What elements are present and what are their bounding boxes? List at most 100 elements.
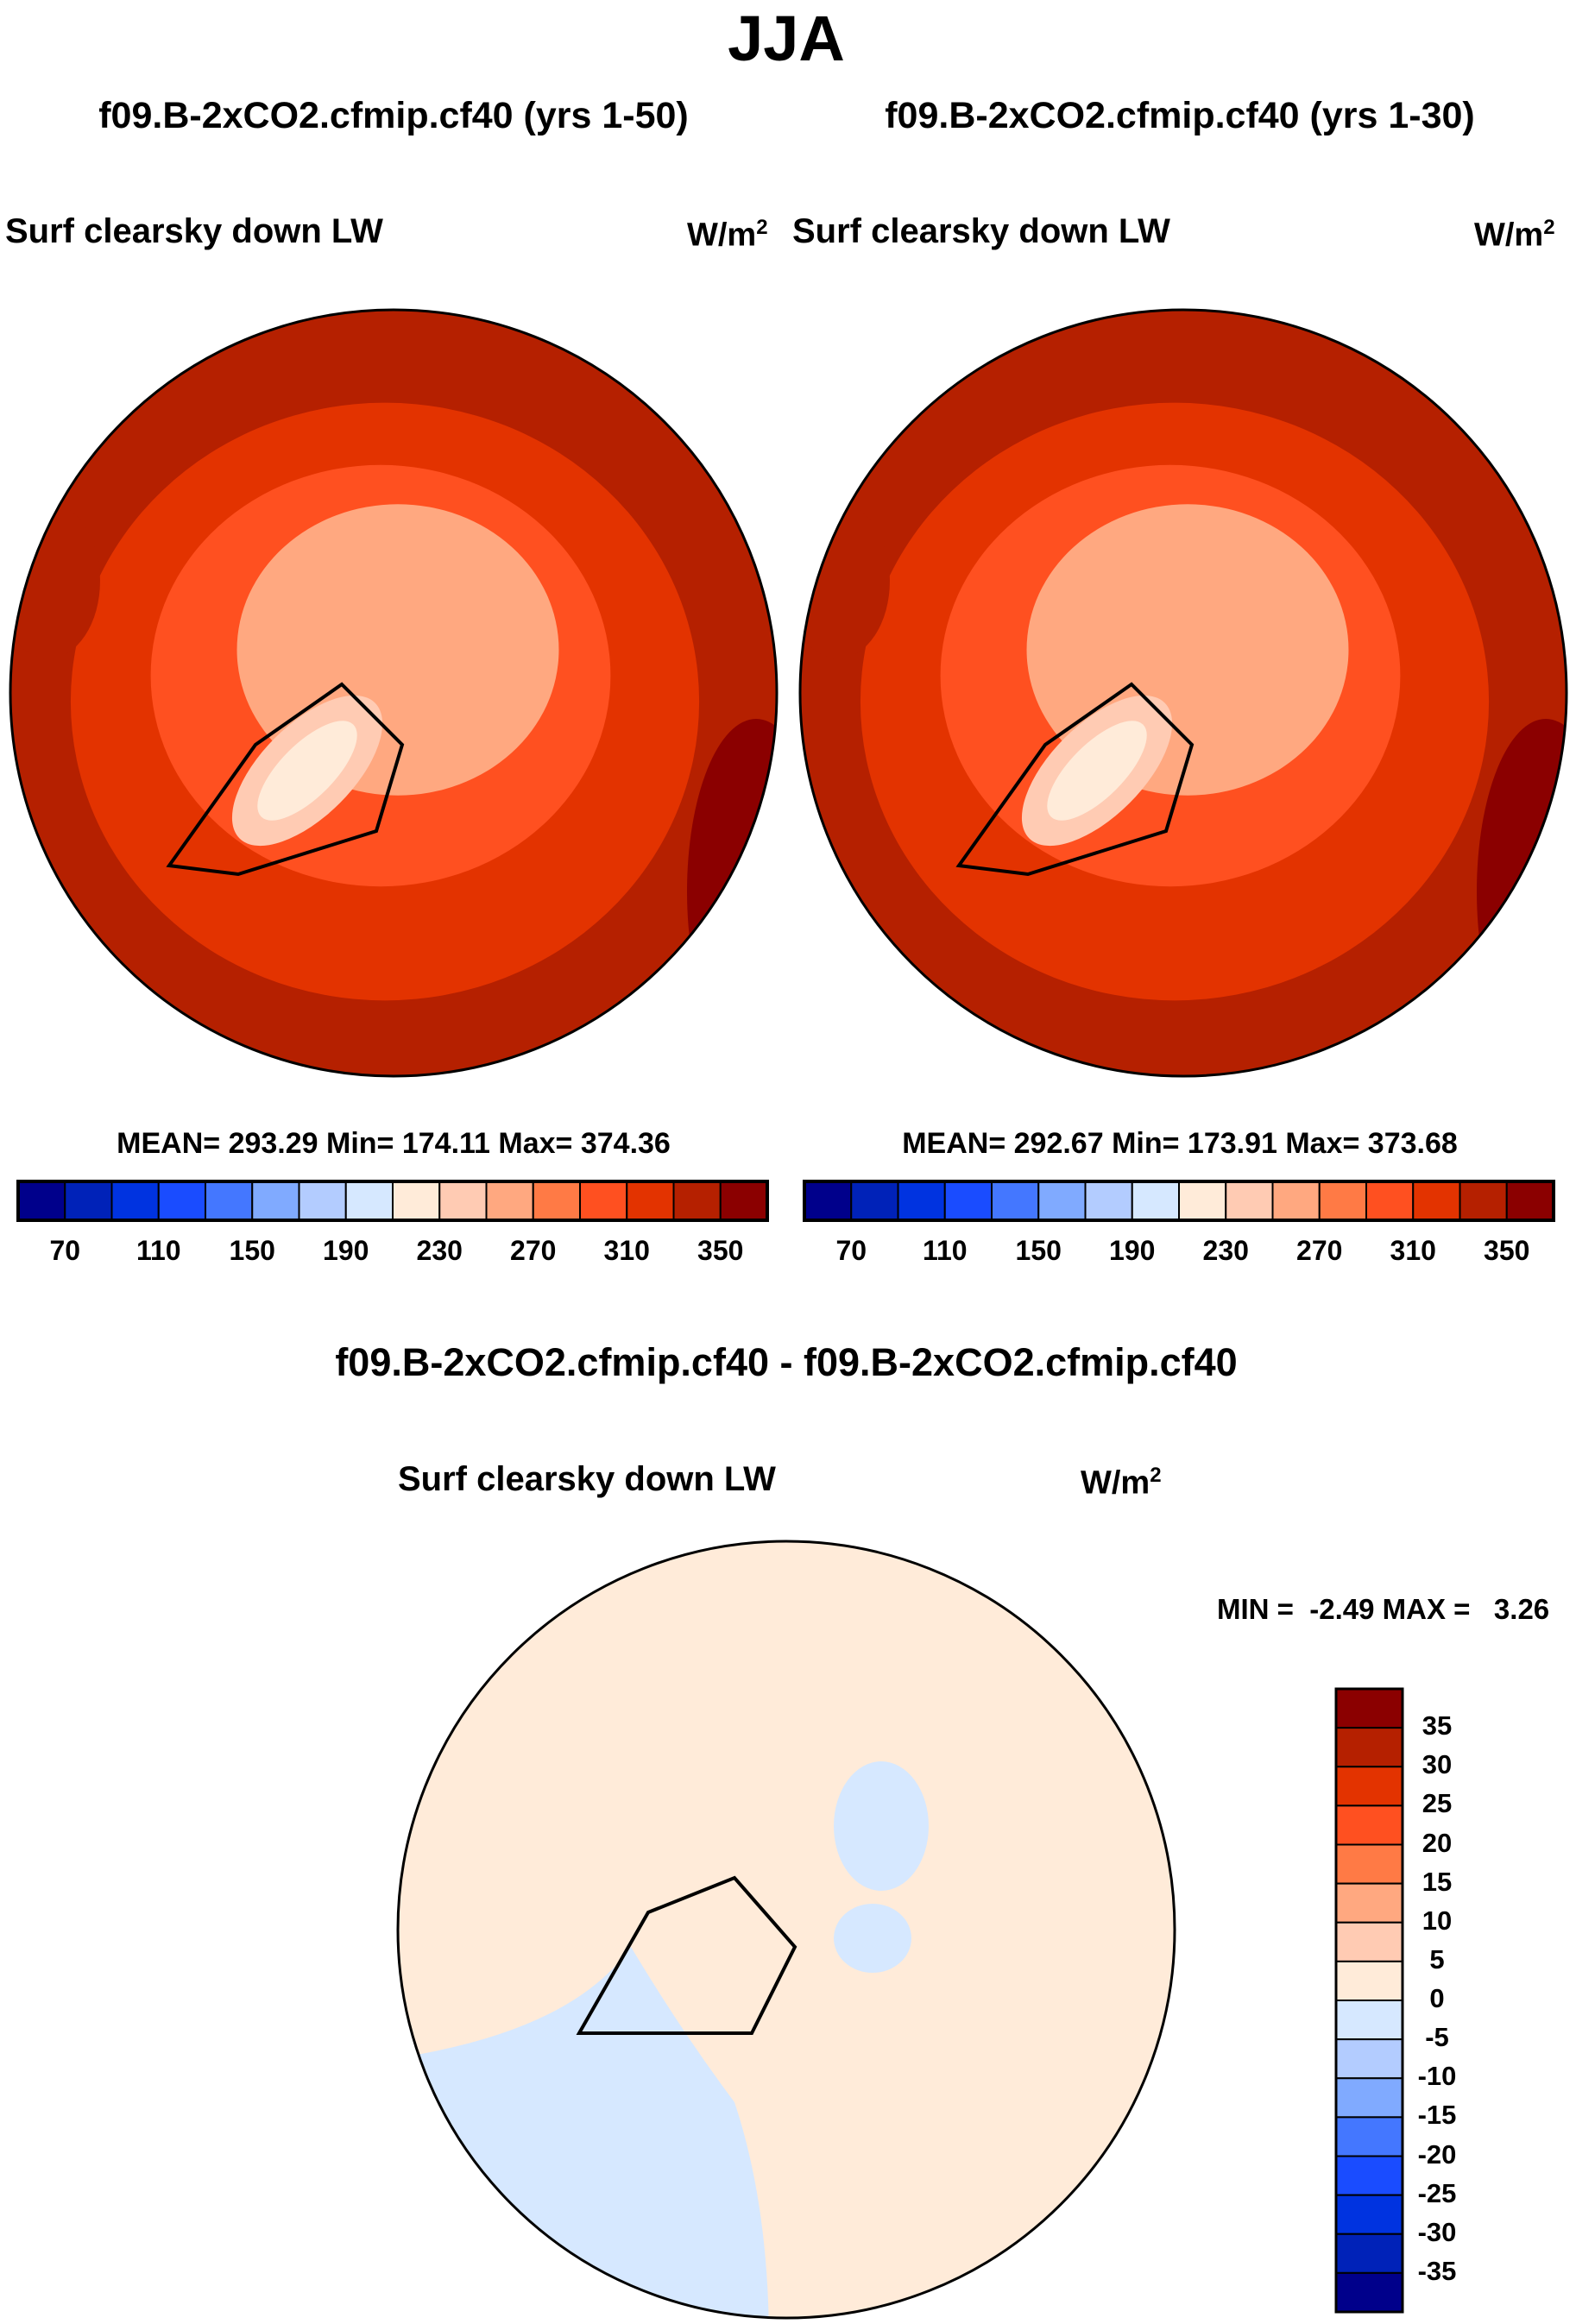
- colorbar-swatch: [205, 1181, 254, 1221]
- diff-minmax: MIN = -2.49 MAX = 3.26: [1217, 1593, 1550, 1625]
- colorbar-swatch: [1335, 1843, 1403, 1885]
- panel2-variable: Surf clearsky down LW: [792, 212, 1170, 250]
- colorbar-swatch: [1335, 2194, 1403, 2235]
- panel1-variable: Surf clearsky down LW: [5, 212, 383, 250]
- diff-colorbar: [1334, 1687, 1404, 2314]
- colorbar-swatch: [719, 1181, 768, 1221]
- colorbar-tick-label: 230: [1202, 1235, 1249, 1266]
- colorbar-swatch: [1037, 1181, 1087, 1221]
- colorbar-swatch: [1335, 2233, 1403, 2274]
- colorbar-tick-label: 190: [1109, 1235, 1156, 1266]
- colorbar-swatch: [344, 1181, 394, 1221]
- map-fill: [800, 310, 1567, 1076]
- colorbar-tick-label: -25: [1417, 2177, 1457, 2208]
- colorbar-tick-label: 350: [697, 1235, 744, 1266]
- colorbar-tick-label: 15: [1422, 1866, 1453, 1897]
- colorbar-tick-label: 20: [1422, 1827, 1453, 1858]
- panel1-colorbar: [16, 1180, 769, 1222]
- diff-map: [396, 1540, 1176, 2320]
- colorbar-tick-label: -15: [1417, 2100, 1457, 2131]
- colorbar-swatch: [804, 1181, 853, 1221]
- colorbar-swatch: [1335, 1882, 1403, 1924]
- region-siberian-arctic: [834, 1761, 929, 1891]
- colorbar-frame: [16, 1180, 769, 1222]
- map-border: [9, 308, 779, 1078]
- colorbar-swatch: [1365, 1181, 1415, 1221]
- colorbar-tick-label: 25: [1422, 1788, 1453, 1819]
- greenland-coastline: [576, 1875, 797, 2035]
- colorbar-tick-label: -20: [1417, 2138, 1457, 2170]
- panel2-map: [798, 308, 1568, 1078]
- diff-units: W/m2: [1081, 1464, 1162, 1502]
- colorbar-tick-label: -10: [1417, 2061, 1457, 2092]
- colorbar-tick-label: 150: [229, 1235, 275, 1266]
- colorbar-swatch: [1335, 1688, 1403, 1729]
- colorbar-swatch: [579, 1181, 628, 1221]
- panel2-stats: MEAN= 292.67 Min= 173.91 Max= 373.68: [902, 1127, 1458, 1160]
- diff-title: f09.B-2xCO2.cfmip.cf40 - f09.B-2xCO2.cfm…: [335, 1340, 1238, 1384]
- greenland-coastline: [955, 682, 1195, 877]
- colorbar-swatch: [1335, 1960, 1403, 2001]
- region-greenland-interior: [1047, 721, 1147, 821]
- units-text: W/m: [1081, 1464, 1150, 1502]
- panel2-units: W/m2: [1474, 216, 1555, 255]
- units-text: W/m: [1474, 217, 1544, 254]
- units-text: W/m: [687, 217, 757, 254]
- colorbar-tick-label: 270: [510, 1235, 557, 1266]
- panel2-colorbar: [803, 1180, 1555, 1222]
- colorbar-swatch: [1335, 1727, 1403, 1768]
- colorbar-swatch: [1335, 1766, 1403, 1807]
- colorbar-swatch: [1335, 2155, 1403, 2196]
- colorbar-swatch: [1084, 1181, 1133, 1221]
- colorbar-tick-label: 110: [922, 1235, 968, 1266]
- colorbar-swatch: [1131, 1181, 1180, 1221]
- region-hot-right: [687, 719, 777, 1064]
- colorbar-frame: [1334, 1687, 1404, 2314]
- colorbar-swatch: [1335, 2077, 1403, 2119]
- colorbar-tick-label: 30: [1422, 1749, 1453, 1780]
- colorbar-swatch: [991, 1181, 1040, 1221]
- colorbar-swatch: [64, 1181, 113, 1221]
- colorbar-swatch: [1412, 1181, 1461, 1221]
- panel2-title: f09.B-2xCO2.cfmip.cf40 (yrs 1-30): [885, 95, 1475, 136]
- colorbar-swatch: [672, 1181, 722, 1221]
- colorbar-swatch: [1318, 1181, 1367, 1221]
- colorbar-tick-label: 230: [416, 1235, 463, 1266]
- season-title: JJA: [728, 3, 845, 74]
- colorbar-tick-label: 35: [1422, 1710, 1453, 1741]
- diff-variable: Surf clearsky down LW: [398, 1460, 776, 1498]
- map-border: [798, 308, 1568, 1078]
- units-exp: 2: [756, 216, 768, 239]
- colorbar-swatch: [1335, 1921, 1403, 1962]
- panel1-units: W/m2: [687, 216, 768, 255]
- colorbar-swatch: [438, 1181, 488, 1221]
- colorbar-swatch: [1335, 2271, 1403, 2313]
- colorbar-swatch: [1505, 1181, 1554, 1221]
- colorbar-swatch: [1225, 1181, 1274, 1221]
- colorbar-tick-label: 0: [1429, 1983, 1445, 2013]
- map-fill: [10, 310, 777, 1076]
- colorbar-tick-label: 70: [49, 1235, 81, 1266]
- units-exp: 2: [1150, 1464, 1162, 1487]
- colorbar-swatch: [1335, 2000, 1403, 2041]
- colorbar-swatch: [850, 1181, 899, 1221]
- colorbar-tick-label: 310: [603, 1235, 650, 1266]
- colorbar-swatch: [157, 1181, 206, 1221]
- colorbar-swatch: [110, 1181, 160, 1221]
- colorbar-tick-label: 70: [835, 1235, 867, 1266]
- colorbar-tick-label: -5: [1425, 2022, 1449, 2053]
- region-siberian-arctic: [834, 1904, 911, 1973]
- colorbar-tick-label: -35: [1417, 2255, 1457, 2286]
- colorbar-tick-label: 5: [1429, 1943, 1445, 1974]
- colorbar-tick-label: 310: [1390, 1235, 1436, 1266]
- panel1-title: f09.B-2xCO2.cfmip.cf40 (yrs 1-50): [98, 95, 689, 136]
- colorbar-tick-label: 190: [323, 1235, 369, 1266]
- colorbar-tick-label: -30: [1417, 2216, 1457, 2247]
- colorbar-swatch: [1335, 2038, 1403, 2080]
- colorbar-tick-label: 150: [1015, 1235, 1062, 1266]
- colorbar-swatch: [1335, 2116, 1403, 2157]
- colorbar-swatch: [1178, 1181, 1227, 1221]
- colorbar-frame: [803, 1180, 1555, 1222]
